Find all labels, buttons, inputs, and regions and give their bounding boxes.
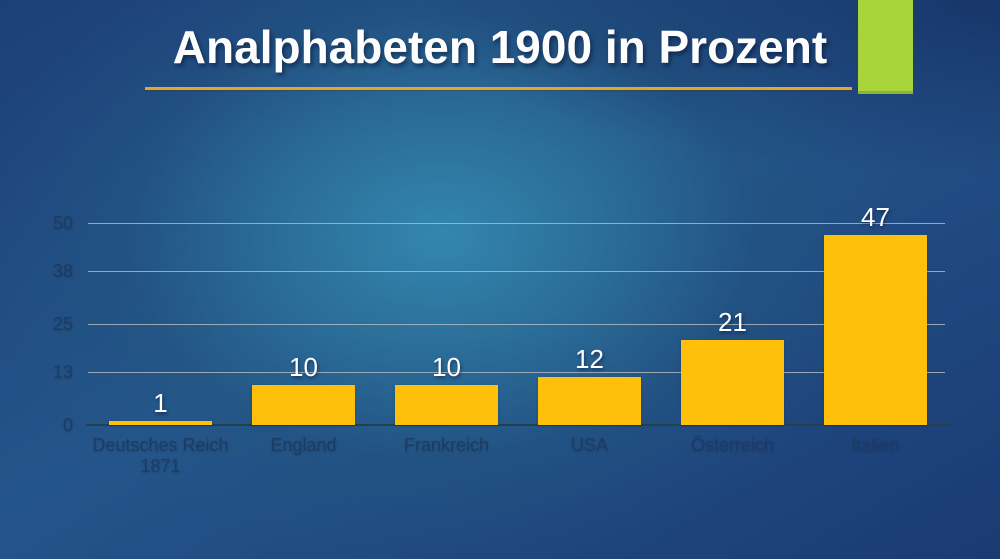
gridline [88, 323, 945, 325]
gridline [88, 371, 945, 373]
category-label: Deutsches Reich 1871 [92, 435, 229, 476]
bar [824, 235, 927, 425]
x-axis-line [86, 424, 952, 426]
bar-value-label: 21 [718, 307, 747, 338]
y-axis-tick-label: 13 [52, 362, 73, 383]
gridline [88, 222, 945, 224]
category-label: Österreich [690, 435, 775, 455]
bar-value-label: 12 [575, 343, 604, 374]
bar [109, 420, 212, 425]
category-label: USA [570, 435, 608, 455]
title-underline [145, 87, 852, 90]
bar-chart: 0 13 25 38 50 1 Deutsches Reich 1871 10 England 1… [53, 202, 952, 476]
bar [538, 376, 641, 425]
y-axis-tick-label: 38 [52, 261, 73, 282]
bar-value-label: 47 [861, 202, 890, 233]
gridline [88, 270, 945, 272]
bar [395, 384, 498, 425]
bar-value-label: 10 [289, 351, 318, 382]
accent-rectangle [858, 0, 913, 94]
category-label: Frankreich [403, 435, 490, 455]
y-axis-tick-label: 0 [62, 415, 73, 435]
y-axis-tick-label: 25 [52, 314, 73, 334]
bar-value-label: 10 [432, 351, 461, 382]
bar [681, 340, 784, 425]
bar-value-label: 1 [153, 387, 168, 418]
category-label: England [270, 435, 337, 455]
bar [252, 384, 355, 425]
category-label: Italien [851, 435, 900, 455]
slide-title: Analphabeten 1900 in Prozent [172, 21, 828, 73]
y-axis-tick-label: 50 [52, 213, 73, 233]
